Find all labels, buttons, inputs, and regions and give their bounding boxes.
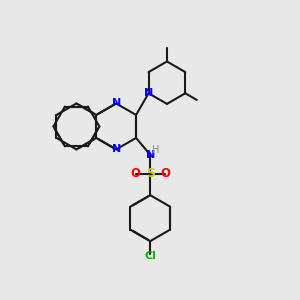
- Text: S: S: [146, 167, 155, 181]
- Text: N: N: [146, 150, 155, 160]
- Text: N: N: [144, 88, 153, 98]
- Text: N: N: [112, 98, 121, 109]
- Text: Cl: Cl: [144, 251, 156, 261]
- Text: O: O: [130, 167, 140, 181]
- Text: H: H: [152, 145, 159, 154]
- Text: O: O: [160, 167, 170, 181]
- Text: N: N: [112, 144, 121, 154]
